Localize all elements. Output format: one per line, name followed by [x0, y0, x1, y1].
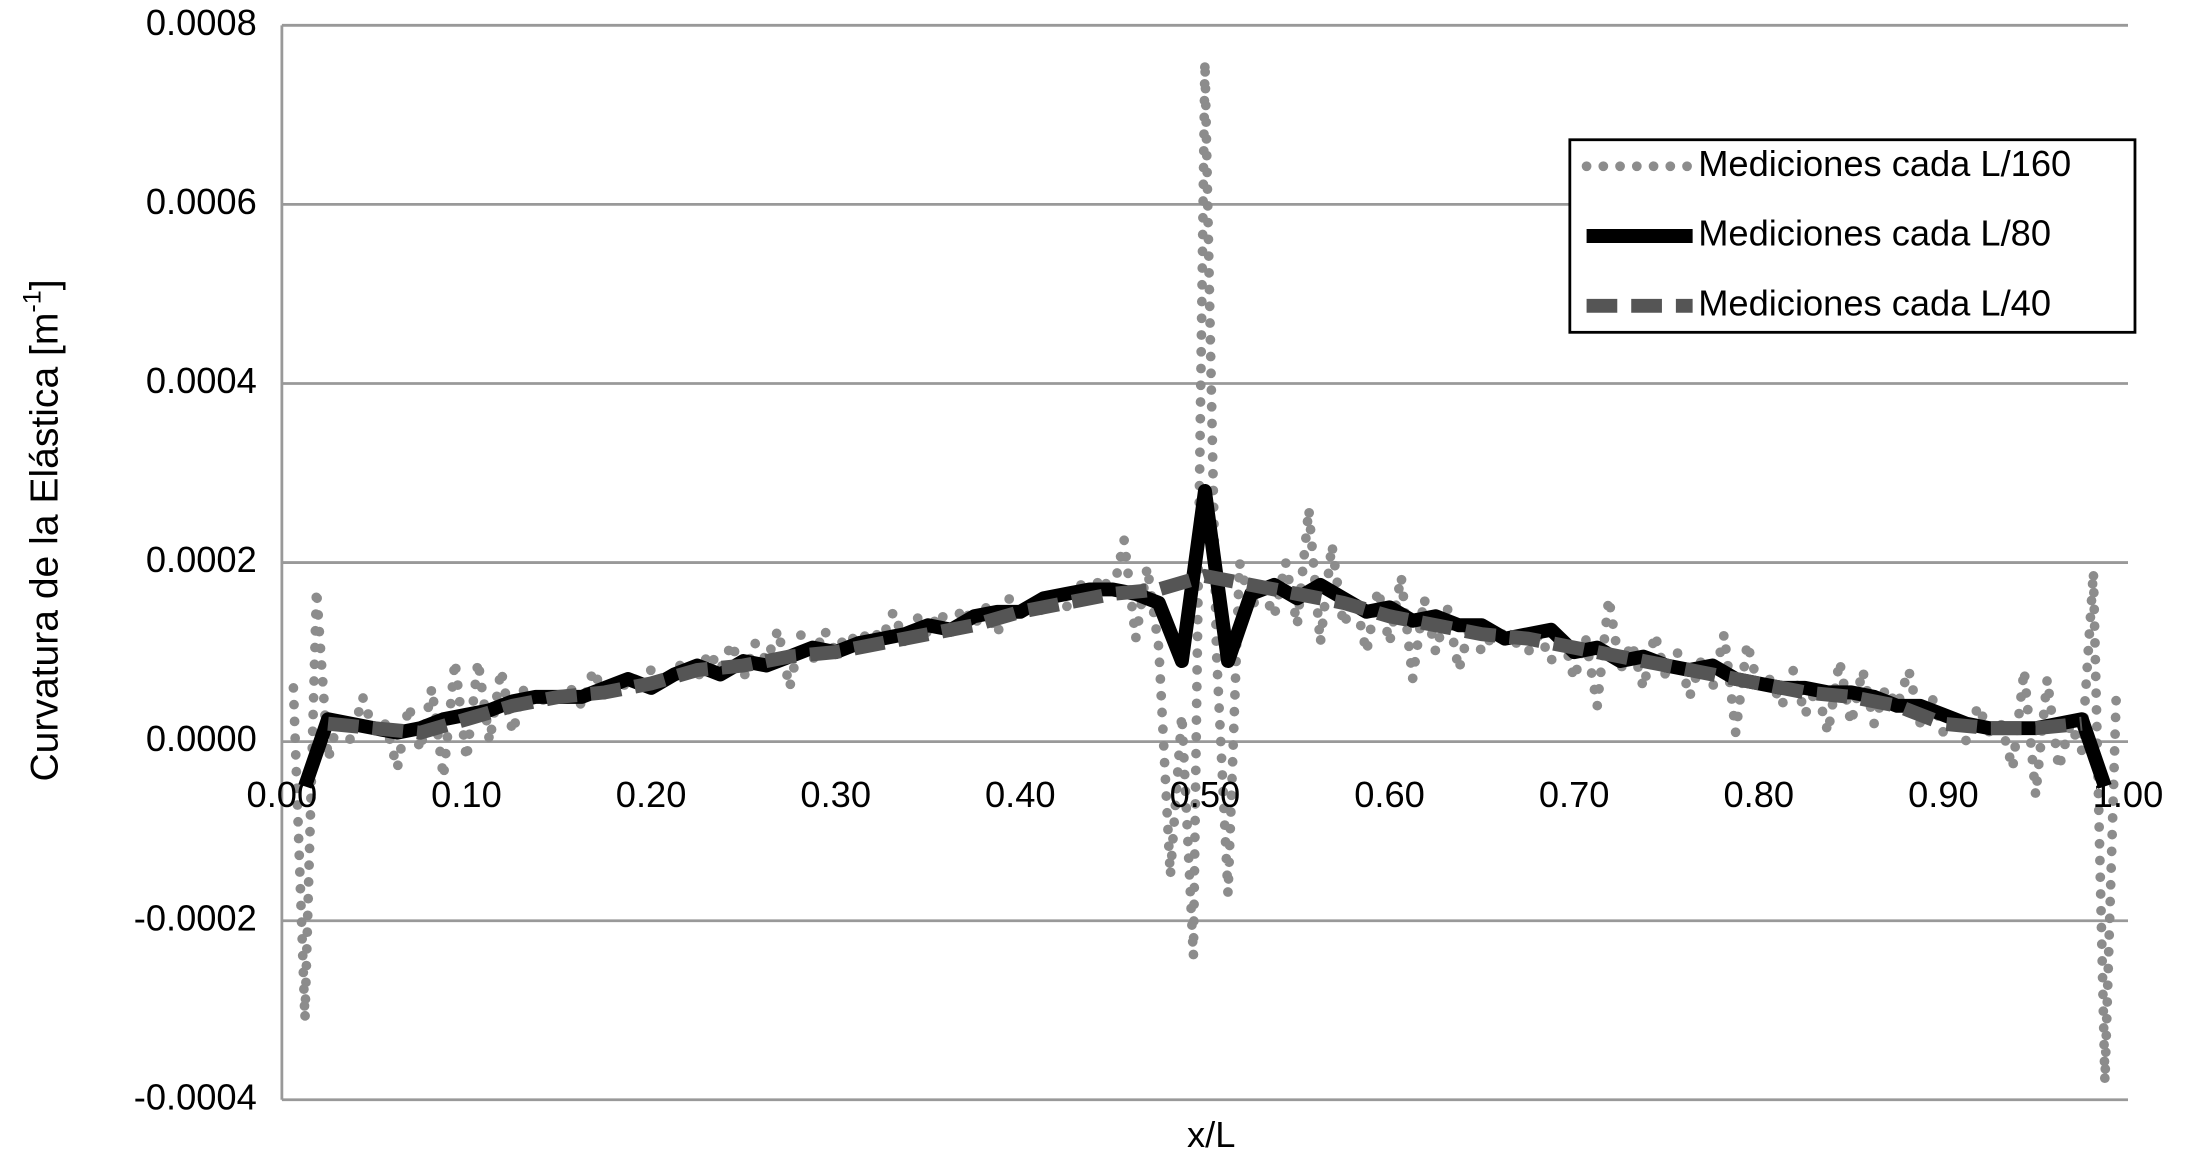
- y-tick-label: -0.0002: [134, 897, 257, 938]
- x-tick-label: 0.20: [616, 774, 687, 815]
- series-line: [288, 61, 2122, 1083]
- y-tick-label: 0.0002: [146, 539, 257, 580]
- y-tick-label: 0.0008: [146, 2, 257, 43]
- y-label-sup: -1: [18, 290, 46, 312]
- y-tick-label: 0.0004: [146, 360, 257, 401]
- y-axis-label: Curvatura de la Elástica [m-1]: [18, 279, 67, 781]
- y-tick-label: 0.0000: [146, 718, 257, 759]
- ticks: -0.0004 -0.0002 0.0000 0.0002 0.0004 0.0006 0.…: [134, 2, 2164, 1117]
- x-tick-label: 0.50: [1170, 774, 1241, 815]
- y-tick-label: 0.0006: [146, 181, 257, 222]
- x-tick-label: 0.80: [1723, 774, 1794, 815]
- x-tick-label: 0.90: [1908, 774, 1979, 815]
- plot: [288, 61, 2122, 1083]
- x-tick-label: 0.30: [800, 774, 871, 815]
- x-tick-label: 0.40: [985, 774, 1056, 815]
- x-tick-label: 0.70: [1539, 774, 1610, 815]
- x-axis-label: x/L: [1187, 1114, 1235, 1155]
- x-tick-label: 0.00: [247, 774, 318, 815]
- y-label-text: Curvatura de la Elástica [m: [24, 313, 67, 782]
- legend: Mediciones cada L/160 Mediciones cada L/8…: [1568, 138, 2137, 334]
- legend-label: Mediciones cada L/160: [1698, 143, 2071, 184]
- x-tick-label: 0.10: [431, 774, 502, 815]
- y-label-end: ]: [24, 279, 67, 290]
- legend-label: Mediciones cada L/40: [1698, 282, 2051, 323]
- series-line: [327, 568, 2083, 740]
- x-tick-label: 1.00: [2093, 774, 2164, 815]
- legend-label: Mediciones cada L/80: [1698, 213, 2051, 254]
- x-tick-label: 0.60: [1354, 774, 1425, 815]
- y-tick-label: -0.0004: [134, 1076, 257, 1117]
